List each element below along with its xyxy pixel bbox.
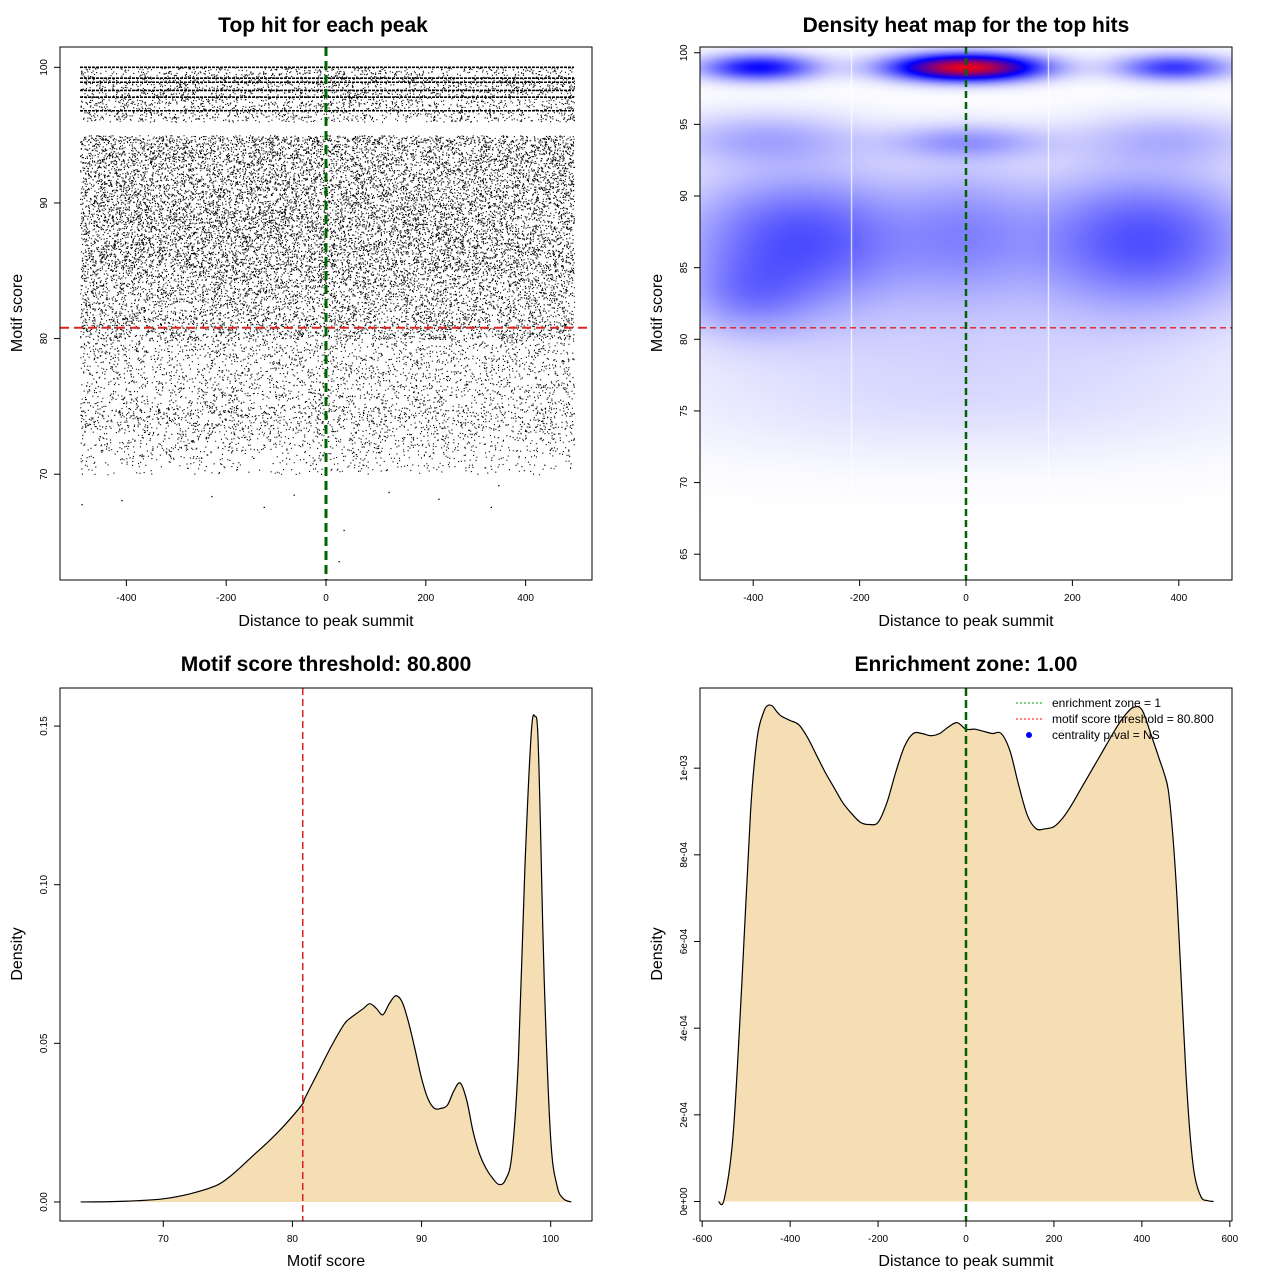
scatter-points bbox=[79, 66, 576, 563]
y-tick-label: 75 bbox=[679, 405, 690, 417]
y-tick-label: 0e+00 bbox=[679, 1187, 690, 1216]
x-axis-label: Distance to peak summit bbox=[878, 1253, 1054, 1270]
x-tick-label: 200 bbox=[1064, 593, 1081, 604]
axes: -400 -200 0 200 400 70 80 90 100 bbox=[39, 59, 534, 604]
y-tick-label: 1e-03 bbox=[679, 755, 690, 781]
y-axis-label: Density bbox=[9, 927, 26, 980]
x-tick-label: -200 bbox=[868, 1234, 888, 1245]
axes: -400 -200 0 200 400 65 70 75 80 85 90 95 100 bbox=[679, 44, 1188, 604]
chart-title: Enrichment zone: 1.00 bbox=[855, 653, 1078, 676]
scatter-point bbox=[343, 529, 345, 532]
y-tick-label: 8e-04 bbox=[679, 842, 690, 868]
y-tick-label: 70 bbox=[39, 468, 50, 480]
reference-lines bbox=[60, 47, 592, 580]
scatter-point bbox=[211, 495, 213, 498]
x-tick-label: 400 bbox=[1170, 593, 1187, 604]
y-tick-label: 95 bbox=[679, 118, 690, 130]
y-tick-label: 90 bbox=[39, 197, 50, 209]
x-tick-label: 90 bbox=[416, 1234, 428, 1245]
y-tick-label: 80 bbox=[39, 333, 50, 345]
x-tick-label: -400 bbox=[780, 1234, 800, 1245]
y-tick-label: 0.00 bbox=[39, 1192, 50, 1212]
x-tick-label: 0 bbox=[963, 593, 969, 604]
x-tick-label: -200 bbox=[850, 593, 870, 604]
scatter-point bbox=[263, 506, 265, 509]
y-tick-label: 6e-04 bbox=[679, 928, 690, 954]
chart-title: Top hit for each peak bbox=[218, 14, 428, 37]
legend: enrichment zone = 1 motif score threshol… bbox=[1016, 696, 1214, 742]
legend-label-enrichment-zone: enrichment zone = 1 bbox=[1052, 696, 1161, 710]
axes: -600 -400 -200 0 200 400 600 0e+00 2e-04 4e-04 6e-… bbox=[679, 755, 1239, 1245]
density-curve bbox=[717, 704, 1214, 1206]
reference-lines bbox=[700, 47, 1232, 580]
y-tick-label: 100 bbox=[679, 44, 690, 61]
y-axis-label: Motif score bbox=[9, 274, 26, 352]
x-axis-label: Motif score bbox=[287, 1253, 365, 1270]
y-tick-label: 0.10 bbox=[39, 875, 50, 895]
x-tick-label: 200 bbox=[1046, 1234, 1063, 1245]
density-area bbox=[80, 714, 572, 1202]
x-tick-label: 400 bbox=[517, 593, 534, 604]
legend-label-centrality: centrality p-val = NS bbox=[1052, 728, 1160, 742]
x-tick-label: 0 bbox=[323, 593, 329, 604]
legend-key-centrality bbox=[1026, 732, 1032, 738]
y-tick-label: 0.05 bbox=[39, 1033, 50, 1053]
y-tick-label: 0.15 bbox=[39, 716, 50, 736]
y-axis-label: Motif score bbox=[649, 274, 666, 352]
y-tick-label: 80 bbox=[679, 333, 690, 345]
scatter-point bbox=[293, 494, 295, 496]
scatter-point bbox=[338, 561, 340, 563]
density-plot bbox=[80, 688, 572, 1221]
x-axis-label: Distance to peak summit bbox=[238, 613, 414, 630]
x-tick-label: -600 bbox=[692, 1234, 712, 1245]
plot-frame bbox=[59, 687, 593, 1222]
density-plot bbox=[717, 688, 1214, 1221]
x-tick-label: 70 bbox=[158, 1234, 170, 1245]
x-tick-label: -400 bbox=[743, 593, 763, 604]
y-tick-label: 2e-04 bbox=[679, 1102, 690, 1128]
x-tick-label: 100 bbox=[542, 1234, 559, 1245]
panel-density-heatmap: Density heat map for the top hits Distan… bbox=[649, 14, 1233, 630]
scatter-point bbox=[438, 498, 440, 500]
x-tick-label: -200 bbox=[216, 593, 236, 604]
y-tick-label: 65 bbox=[679, 548, 690, 560]
x-tick-label: 0 bbox=[963, 1234, 969, 1245]
scatter-point bbox=[388, 491, 390, 494]
y-tick-label: 4e-04 bbox=[679, 1015, 690, 1041]
chart-title: Density heat map for the top hits bbox=[803, 14, 1130, 37]
density-curve bbox=[80, 714, 572, 1203]
y-tick-label: 100 bbox=[39, 59, 50, 76]
y-tick-label: 85 bbox=[679, 262, 690, 274]
x-tick-label: 80 bbox=[287, 1234, 299, 1245]
scatter-point bbox=[81, 504, 83, 506]
axes: 70 80 90 100 0.00 0.05 0.10 0.15 bbox=[39, 716, 559, 1245]
x-tick-label: 200 bbox=[417, 593, 434, 604]
panel-top-hit-scatter: Top hit for each peak Distance to peak s… bbox=[9, 14, 593, 630]
panel-motif-score-density: Motif score threshold: 80.800 Motif scor… bbox=[9, 653, 593, 1270]
x-tick-label: 600 bbox=[1221, 1234, 1238, 1245]
scatter-point-cloud bbox=[80, 67, 576, 476]
y-tick-label: 70 bbox=[679, 477, 690, 489]
scatter-point bbox=[490, 506, 492, 509]
x-tick-label: 400 bbox=[1134, 1234, 1151, 1245]
panel-enrichment-density: Enrichment zone: 1.00 Distance to peak s… bbox=[649, 653, 1239, 1270]
chart-title: Motif score threshold: 80.800 bbox=[181, 653, 472, 676]
x-axis-label: Distance to peak summit bbox=[878, 613, 1054, 630]
scatter-point bbox=[121, 499, 123, 502]
x-tick-label: -400 bbox=[116, 593, 136, 604]
scatter-point bbox=[498, 485, 500, 487]
legend-label-score-threshold: motif score threshold = 80.800 bbox=[1052, 712, 1214, 726]
y-axis-label: Density bbox=[649, 927, 666, 980]
y-tick-label: 90 bbox=[679, 190, 690, 202]
